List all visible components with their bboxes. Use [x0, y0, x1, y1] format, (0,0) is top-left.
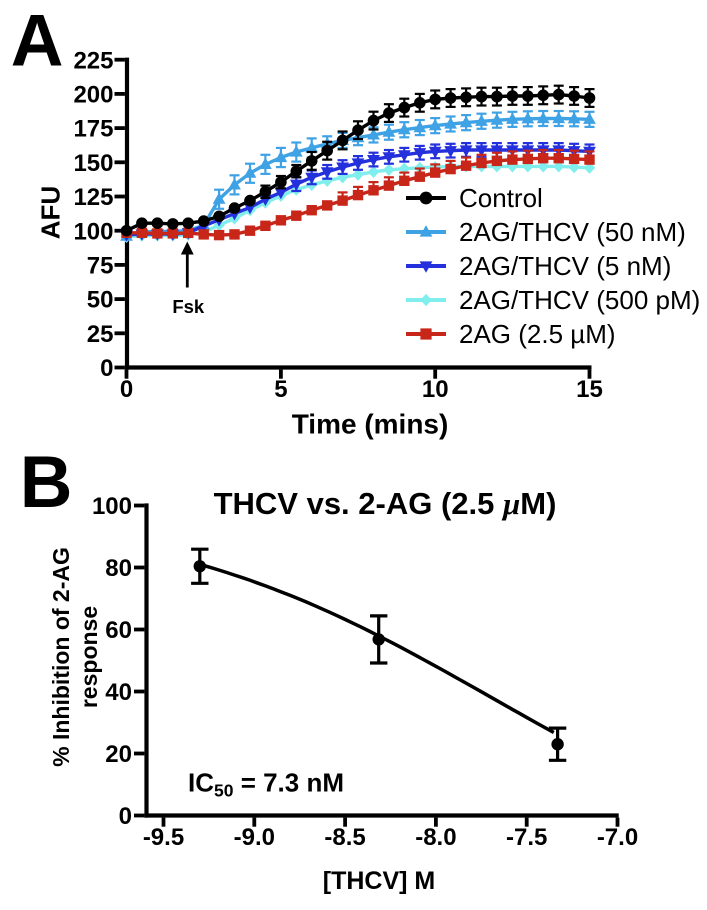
- svg-text:-7.0: -7.0: [597, 824, 638, 851]
- svg-text:20: 20: [105, 741, 132, 768]
- svg-text:100: 100: [73, 218, 113, 245]
- svg-text:Time (mins): Time (mins): [292, 409, 449, 440]
- svg-text:175: 175: [73, 116, 113, 143]
- svg-text:THCV vs. 2-AG (2.5 μM): THCV vs. 2-AG (2.5 μM): [214, 486, 557, 521]
- svg-text:10: 10: [422, 376, 449, 403]
- svg-text:2AG/THCV (5 nM): 2AG/THCV (5 nM): [459, 251, 671, 281]
- svg-text:40: 40: [105, 679, 132, 706]
- svg-text:0: 0: [100, 355, 113, 382]
- svg-text:-7.5: -7.5: [506, 824, 547, 851]
- svg-text:-9.0: -9.0: [234, 824, 275, 851]
- svg-text:125: 125: [73, 184, 113, 211]
- svg-text:60: 60: [105, 617, 132, 644]
- svg-text:[THCV] M: [THCV] M: [323, 867, 435, 895]
- svg-text:Fsk: Fsk: [172, 296, 205, 317]
- svg-text:-9.5: -9.5: [143, 824, 184, 851]
- svg-text:B: B: [20, 442, 73, 523]
- svg-text:response: response: [76, 606, 102, 708]
- svg-text:15: 15: [576, 376, 603, 403]
- svg-text:0: 0: [120, 376, 133, 403]
- svg-text:75: 75: [87, 253, 114, 280]
- svg-text:AFU: AFU: [36, 186, 66, 239]
- svg-text:0: 0: [119, 803, 132, 830]
- svg-text:25: 25: [87, 321, 114, 348]
- svg-text:IC50 = 7.3 nM: IC50 = 7.3 nM: [188, 768, 344, 801]
- svg-text:Control: Control: [459, 183, 543, 213]
- svg-text:2AG (2.5 µM): 2AG (2.5 µM): [459, 319, 616, 349]
- svg-text:5: 5: [274, 376, 287, 403]
- svg-text:2AG/THCV (50 nM): 2AG/THCV (50 nM): [459, 217, 686, 247]
- svg-text:2AG/THCV (500 pM): 2AG/THCV (500 pM): [459, 285, 700, 315]
- svg-text:100: 100: [92, 493, 132, 520]
- svg-text:225: 225: [73, 47, 113, 74]
- svg-text:200: 200: [73, 82, 113, 109]
- svg-text:80: 80: [105, 555, 132, 582]
- svg-text:50: 50: [87, 287, 114, 314]
- svg-text:150: 150: [73, 150, 113, 177]
- svg-text:A: A: [11, 1, 64, 82]
- svg-text:-8.5: -8.5: [324, 824, 365, 851]
- svg-text:-8.0: -8.0: [415, 824, 456, 851]
- svg-text:% Inhibition of 2-AG: % Inhibition of 2-AG: [48, 547, 74, 767]
